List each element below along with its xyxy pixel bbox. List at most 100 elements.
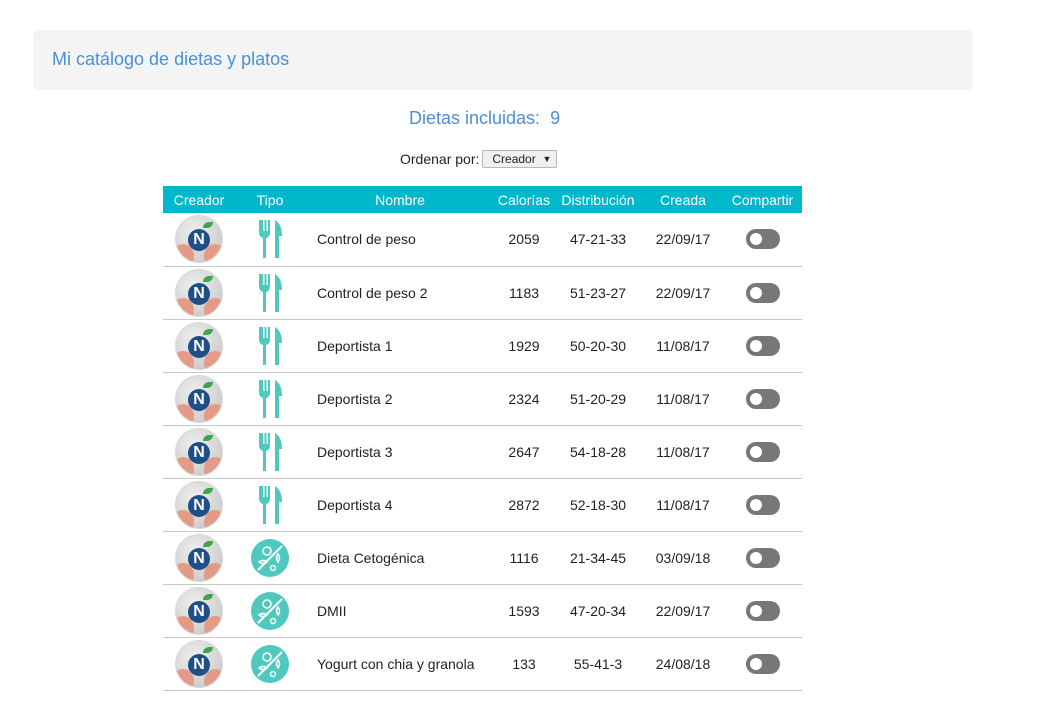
page-header: Mi catálogo de dietas y platos [33, 30, 973, 90]
food-group-icon [251, 538, 289, 577]
diet-created: 11/08/17 [656, 337, 710, 354]
creator-avatar: N [175, 215, 223, 264]
creator-avatar: N [175, 374, 223, 423]
creator-avatar: N [175, 639, 223, 688]
diet-table: Creador Tipo Nombre Calorías Distribució… [163, 186, 802, 691]
share-cell [723, 531, 802, 584]
diet-calories: 1929 [508, 337, 540, 354]
creator-avatar: N [175, 268, 223, 317]
sort-label: Ordenar por: [400, 151, 480, 167]
creator-cell: N [163, 584, 235, 637]
col-header-calories[interactable]: Calorías [497, 191, 551, 208]
col-header-share[interactable]: Compartir [731, 191, 794, 208]
share-toggle[interactable] [745, 282, 780, 303]
diet-count-label: Dietas incluidas: [409, 108, 541, 128]
type-cell [235, 637, 305, 690]
col-header-created[interactable]: Creada [660, 191, 706, 208]
diet-distribution: 50-20-30 [569, 337, 627, 354]
cutlery-icon [259, 273, 282, 312]
share-cell [723, 213, 802, 266]
diet-name[interactable]: Control de peso [317, 231, 416, 248]
table-row[interactable]: N Dieta Cetogénica 1116 21-34-45 03/09/18 [163, 531, 802, 584]
creator-avatar: N [175, 586, 223, 635]
share-cell [723, 637, 802, 690]
col-header-creator[interactable]: Creador [173, 191, 225, 208]
diet-name[interactable]: Yogurt con chia y granola [317, 655, 475, 672]
diet-distribution: 54-18-28 [569, 443, 627, 460]
creator-avatar: N [175, 480, 223, 529]
type-cell [235, 425, 305, 478]
diet-calories: 133 [512, 655, 536, 672]
cutlery-icon [259, 485, 282, 524]
type-cell [235, 266, 305, 319]
diet-calories: 2059 [508, 231, 540, 248]
creator-cell: N [163, 425, 235, 478]
cutlery-icon [259, 432, 282, 471]
diet-count-value: 9 [550, 108, 561, 128]
cutlery-icon [259, 379, 282, 418]
type-cell [235, 372, 305, 425]
type-cell [235, 319, 305, 372]
diet-calories: 2872 [508, 496, 540, 513]
creator-cell: N [163, 372, 235, 425]
diet-name[interactable]: Deportista 2 [317, 390, 393, 407]
share-cell [723, 319, 802, 372]
diet-created: 11/08/17 [656, 443, 710, 460]
diet-name[interactable]: Deportista 1 [317, 337, 393, 354]
share-toggle[interactable] [745, 653, 780, 674]
diet-created: 22/09/17 [655, 284, 711, 301]
col-header-distribution[interactable]: Distribución [561, 191, 635, 208]
sort-select[interactable]: Creador ▼ [482, 150, 558, 168]
diet-calories: 2647 [508, 443, 540, 460]
food-group-icon [251, 591, 289, 630]
share-cell [723, 266, 802, 319]
diet-name[interactable]: Dieta Cetogénica [317, 549, 425, 566]
diet-distribution: 47-21-33 [569, 231, 627, 248]
diet-calories: 1183 [508, 284, 540, 301]
share-toggle[interactable] [745, 494, 780, 515]
diet-distribution: 47-20-34 [569, 602, 627, 619]
type-cell [235, 531, 305, 584]
share-toggle[interactable] [745, 547, 780, 568]
diet-distribution: 52-18-30 [569, 496, 627, 513]
table-row[interactable]: N Control de peso 2 1183 51-23-27 22/09/17 [163, 266, 802, 319]
share-cell [723, 372, 802, 425]
share-toggle[interactable] [745, 600, 780, 621]
diet-created: 11/08/17 [656, 390, 710, 407]
table-row[interactable]: N Deportista 3 2647 54-18-28 11/08/17 [163, 425, 802, 478]
diet-created: 24/08/18 [655, 655, 711, 672]
diet-created: 11/08/17 [656, 496, 710, 513]
creator-cell: N [163, 531, 235, 584]
diet-distribution: 55-41-3 [573, 655, 623, 672]
type-cell [235, 478, 305, 531]
diet-name[interactable]: Deportista 4 [317, 496, 393, 513]
creator-avatar: N [175, 321, 223, 370]
table-row[interactable]: N DMII 1593 47-20-34 22/09/17 [163, 584, 802, 637]
table-row[interactable]: N Deportista 2 2324 51-20-29 11/08/17 [163, 372, 802, 425]
sort-control: Ordenar por: Creador ▼ [400, 150, 558, 168]
share-toggle[interactable] [745, 335, 780, 356]
diet-name[interactable]: Deportista 3 [317, 443, 393, 460]
diet-calories: 1593 [508, 602, 540, 619]
table-row[interactable]: N Yogurt con chia y granola 133 55-41-3 24/0… [163, 637, 802, 690]
table-row[interactable]: N Deportista 1 1929 50-20-30 11/08/17 [163, 319, 802, 372]
creator-cell: N [163, 637, 235, 690]
share-cell [723, 425, 802, 478]
share-toggle[interactable] [745, 441, 780, 462]
table-row[interactable]: N Control de peso 2059 47-21-33 22/09/17 [163, 213, 802, 266]
diet-name[interactable]: Control de peso 2 [317, 284, 428, 301]
share-cell [723, 584, 802, 637]
table-row[interactable]: N Deportista 4 2872 52-18-30 11/08/17 [163, 478, 802, 531]
sort-selected-value: Creador [492, 152, 536, 166]
col-header-type[interactable]: Tipo [256, 191, 284, 208]
creator-cell: N [163, 478, 235, 531]
diet-distribution: 51-20-29 [569, 390, 627, 407]
share-toggle[interactable] [745, 388, 780, 409]
share-cell [723, 478, 802, 531]
share-toggle[interactable] [745, 229, 780, 250]
col-header-name[interactable]: Nombre [375, 191, 425, 208]
diet-name[interactable]: DMII [317, 602, 347, 619]
creator-avatar: N [175, 533, 223, 582]
creator-cell: N [163, 266, 235, 319]
cutlery-icon [259, 220, 282, 259]
